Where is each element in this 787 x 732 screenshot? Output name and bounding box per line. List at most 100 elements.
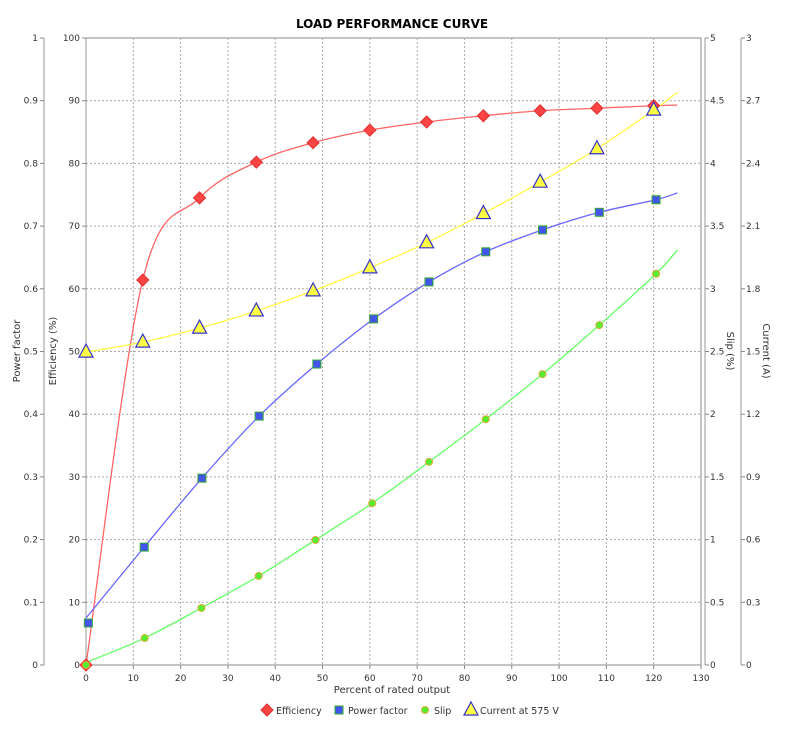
x-tick-label: 90	[506, 674, 518, 684]
x-tick-label: 100	[550, 674, 567, 684]
legend-item-current-at-575-v: Current at 575 V	[462, 700, 559, 717]
slip-tick-label: 4	[710, 159, 716, 169]
current-tick-label: 1.5	[746, 348, 760, 358]
markers	[77, 99, 662, 672]
power-factor-tick-label: 0.9	[24, 97, 39, 107]
slip-tick-label: 1	[710, 536, 716, 546]
legend-item-power-factor: Power factor	[334, 705, 408, 717]
x-tick-label: 110	[598, 674, 615, 684]
slip-axis-label: Slip (%)	[724, 332, 735, 371]
efficiency-point	[419, 115, 434, 129]
legend-label: Current at 575 V	[480, 706, 559, 717]
current-at-575-v-point	[77, 342, 95, 358]
current-tick-label: 3	[746, 34, 752, 44]
legend: Efficiency Power factor Slip Current at 575…	[260, 700, 559, 717]
efficiency-tick-label: 50	[69, 348, 81, 358]
slip-tick-label: 2	[710, 410, 716, 420]
power-factor-point	[139, 542, 149, 552]
efficiency-tick-label: 40	[69, 410, 81, 420]
efficiency-tick-label: 0	[74, 661, 80, 671]
current-at-575-v-point	[305, 281, 322, 297]
efficiency-point	[363, 123, 377, 137]
current-at-575-v-point	[134, 332, 151, 348]
efficiency-point	[249, 155, 264, 169]
current-tick-label: 0.6	[746, 536, 761, 546]
efficiency-point	[306, 136, 320, 150]
legend-diamond-icon	[260, 703, 274, 717]
efficiency-point	[533, 104, 547, 118]
efficiency-tick-label: 10	[69, 598, 81, 608]
power-factor-tick-label: 0.2	[24, 536, 38, 546]
x-tick-label: 80	[459, 674, 471, 684]
slip-tick-label: 2.5	[710, 348, 724, 358]
power-factor-tick-label: 0.6	[24, 285, 39, 295]
power-factor-tick-label: 0.1	[24, 598, 38, 608]
axes: 0 10 20 30 40 50 60 70 80 90 100 110 120 13000.10.20.…	[24, 34, 761, 684]
current-tick-label: 0	[746, 661, 752, 671]
slip-point	[311, 535, 320, 544]
power-factor-tick-label: 0	[32, 661, 38, 671]
current-tick-label: 0.3	[746, 598, 760, 608]
slip-tick-label: 0	[710, 661, 716, 671]
legend-label: Slip	[434, 706, 451, 717]
x-tick-label: 50	[317, 674, 329, 684]
legend-label: Power factor	[348, 706, 408, 717]
x-tick-label: 40	[270, 674, 282, 684]
legend-item-slip: Slip	[421, 706, 451, 717]
slip-tick-label: 3	[710, 285, 716, 295]
legend-label: Efficiency	[276, 706, 322, 717]
slip-point	[538, 370, 547, 379]
efficiency-axis-label: Efficiency (%)	[48, 317, 59, 386]
slip-point	[652, 269, 661, 278]
power-factor-point	[254, 411, 264, 421]
efficiency-point	[476, 109, 491, 123]
slip-point	[82, 661, 90, 669]
power-factor-tick-label: 0.7	[24, 222, 38, 232]
power-factor-point	[594, 207, 604, 217]
legend-circle-icon	[421, 706, 429, 714]
x-tick-label: 30	[222, 674, 234, 684]
slip-point	[424, 457, 433, 466]
power-factor-point	[481, 247, 491, 257]
power-factor-point	[312, 359, 322, 369]
slip-tick-label: 1.5	[710, 473, 724, 483]
x-tick-label: 60	[364, 674, 376, 684]
x-tick-label: 10	[128, 674, 140, 684]
power-factor-axis-label: Power factor	[12, 319, 23, 383]
efficiency-tick-label: 60	[69, 285, 81, 295]
slip-point	[481, 415, 490, 424]
current-axis-label: Current (A)	[760, 323, 771, 378]
efficiency-point	[192, 191, 207, 205]
efficiency-point	[136, 273, 150, 287]
power-factor-tick-label: 0.8	[24, 159, 39, 169]
current-at-575-v-point	[361, 258, 378, 274]
current-tick-label: 2.4	[746, 159, 761, 169]
slip-point	[368, 499, 377, 508]
x-tick-label: 120	[645, 674, 662, 684]
legend-square-icon	[334, 705, 344, 715]
slip-point	[197, 603, 206, 612]
efficiency-tick-label: 90	[69, 97, 81, 107]
slip-point	[254, 571, 263, 580]
current-at-575-v-point	[645, 100, 662, 116]
current-tick-label: 0.9	[746, 473, 761, 483]
current-tick-label: 2.7	[746, 97, 760, 107]
x-tick-label: 20	[175, 674, 187, 684]
efficiency-tick-label: 80	[69, 159, 81, 169]
slip-tick-label: 3.5	[710, 222, 724, 232]
power-factor-tick-label: 1	[32, 34, 38, 44]
chart-title: LOAD PERFORMANCE CURVE	[296, 17, 488, 31]
efficiency-tick-label: 30	[69, 473, 81, 483]
power-factor-point	[538, 225, 548, 235]
current-at-575-v-point	[475, 204, 492, 220]
x-axis-label: Percent of rated output	[334, 685, 451, 696]
legend-triangle-icon	[462, 700, 480, 716]
current-tick-label: 2.1	[746, 222, 760, 232]
current-tick-label: 1.8	[746, 285, 761, 295]
current-at-575-v-point	[248, 301, 265, 317]
slip-tick-label: 5	[710, 34, 716, 44]
slip-point	[595, 321, 604, 330]
power-factor-tick-label: 0.5	[24, 348, 38, 358]
efficiency-tick-label: 70	[69, 222, 81, 232]
